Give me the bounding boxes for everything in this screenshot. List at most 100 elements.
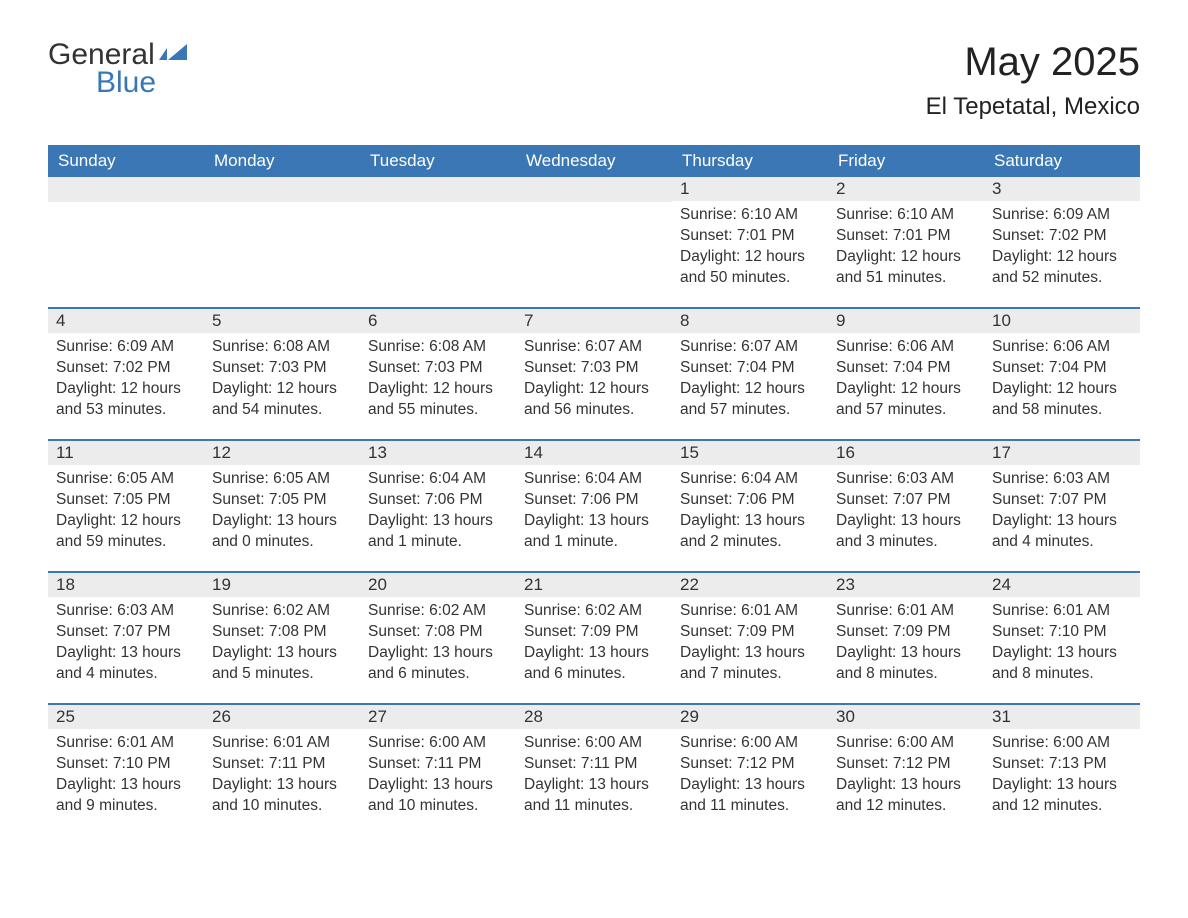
daylight-line: Daylight: 13 hours and 0 minutes. [212, 511, 352, 553]
day-content: Sunrise: 6:04 AMSunset: 7:06 PMDaylight:… [672, 465, 828, 561]
sunrise-line: Sunrise: 6:01 AM [56, 733, 196, 754]
day-content: Sunrise: 6:10 AMSunset: 7:01 PMDaylight:… [672, 201, 828, 297]
day-content: Sunrise: 6:03 AMSunset: 7:07 PMDaylight:… [828, 465, 984, 561]
daylight-line: Daylight: 12 hours and 59 minutes. [56, 511, 196, 553]
day-cell: 10Sunrise: 6:06 AMSunset: 7:04 PMDayligh… [984, 309, 1140, 429]
sunset-line: Sunset: 7:08 PM [368, 622, 508, 643]
day-number: 18 [48, 573, 204, 597]
day-content: Sunrise: 6:03 AMSunset: 7:07 PMDaylight:… [984, 465, 1140, 561]
day-number: 3 [984, 177, 1140, 201]
day-cell: 11Sunrise: 6:05 AMSunset: 7:05 PMDayligh… [48, 441, 204, 561]
day-content: Sunrise: 6:00 AMSunset: 7:12 PMDaylight:… [672, 729, 828, 825]
sunset-line: Sunset: 7:04 PM [836, 358, 976, 379]
day-number: 28 [516, 705, 672, 729]
day-content: Sunrise: 6:05 AMSunset: 7:05 PMDaylight:… [48, 465, 204, 561]
daylight-line: Daylight: 12 hours and 54 minutes. [212, 379, 352, 421]
sunrise-line: Sunrise: 6:04 AM [524, 469, 664, 490]
sunset-line: Sunset: 7:05 PM [56, 490, 196, 511]
sunset-line: Sunset: 7:04 PM [992, 358, 1132, 379]
sunrise-line: Sunrise: 6:08 AM [212, 337, 352, 358]
empty-day-bar [360, 177, 516, 202]
sunset-line: Sunset: 7:12 PM [836, 754, 976, 775]
day-number: 10 [984, 309, 1140, 333]
sunrise-line: Sunrise: 6:02 AM [212, 601, 352, 622]
day-content: Sunrise: 6:04 AMSunset: 7:06 PMDaylight:… [360, 465, 516, 561]
day-number: 29 [672, 705, 828, 729]
sunrise-line: Sunrise: 6:01 AM [992, 601, 1132, 622]
sunset-line: Sunset: 7:11 PM [212, 754, 352, 775]
empty-day-bar [48, 177, 204, 202]
daylight-line: Daylight: 13 hours and 10 minutes. [368, 775, 508, 817]
daylight-line: Daylight: 13 hours and 12 minutes. [992, 775, 1132, 817]
sunrise-line: Sunrise: 6:06 AM [992, 337, 1132, 358]
day-number: 8 [672, 309, 828, 333]
sunset-line: Sunset: 7:03 PM [368, 358, 508, 379]
daylight-line: Daylight: 13 hours and 10 minutes. [212, 775, 352, 817]
sunrise-line: Sunrise: 6:10 AM [680, 205, 820, 226]
sunrise-line: Sunrise: 6:07 AM [524, 337, 664, 358]
day-cell: 30Sunrise: 6:00 AMSunset: 7:12 PMDayligh… [828, 705, 984, 825]
week-row: 25Sunrise: 6:01 AMSunset: 7:10 PMDayligh… [48, 703, 1140, 825]
sunset-line: Sunset: 7:11 PM [368, 754, 508, 775]
day-number: 17 [984, 441, 1140, 465]
sunset-line: Sunset: 7:07 PM [56, 622, 196, 643]
sunset-line: Sunset: 7:10 PM [56, 754, 196, 775]
daylight-line: Daylight: 13 hours and 8 minutes. [836, 643, 976, 685]
day-content: Sunrise: 6:06 AMSunset: 7:04 PMDaylight:… [984, 333, 1140, 429]
day-number: 20 [360, 573, 516, 597]
logo-word2: Blue [96, 66, 187, 100]
day-cell [360, 177, 516, 297]
daylight-line: Daylight: 12 hours and 57 minutes. [680, 379, 820, 421]
day-cell: 22Sunrise: 6:01 AMSunset: 7:09 PMDayligh… [672, 573, 828, 693]
day-content: Sunrise: 6:01 AMSunset: 7:09 PMDaylight:… [672, 597, 828, 693]
day-number: 2 [828, 177, 984, 201]
day-content: Sunrise: 6:09 AMSunset: 7:02 PMDaylight:… [48, 333, 204, 429]
day-cell: 9Sunrise: 6:06 AMSunset: 7:04 PMDaylight… [828, 309, 984, 429]
day-cell: 26Sunrise: 6:01 AMSunset: 7:11 PMDayligh… [204, 705, 360, 825]
daylight-line: Daylight: 12 hours and 52 minutes. [992, 247, 1132, 289]
logo-text-block: General Blue [48, 40, 187, 100]
weekday-sunday: Sunday [48, 145, 204, 177]
sunrise-line: Sunrise: 6:03 AM [56, 601, 196, 622]
sunset-line: Sunset: 7:05 PM [212, 490, 352, 511]
sunrise-line: Sunrise: 6:02 AM [524, 601, 664, 622]
sunrise-line: Sunrise: 6:05 AM [56, 469, 196, 490]
sunset-line: Sunset: 7:09 PM [524, 622, 664, 643]
sunset-line: Sunset: 7:02 PM [992, 226, 1132, 247]
day-cell: 23Sunrise: 6:01 AMSunset: 7:09 PMDayligh… [828, 573, 984, 693]
day-cell [516, 177, 672, 297]
daylight-line: Daylight: 13 hours and 8 minutes. [992, 643, 1132, 685]
logo-flag-icon [159, 51, 187, 68]
daylight-line: Daylight: 12 hours and 57 minutes. [836, 379, 976, 421]
day-content: Sunrise: 6:09 AMSunset: 7:02 PMDaylight:… [984, 201, 1140, 297]
day-number: 22 [672, 573, 828, 597]
daylight-line: Daylight: 13 hours and 7 minutes. [680, 643, 820, 685]
page-header: General Blue May 2025 El Tepetatal, Mexi… [48, 40, 1140, 121]
sunrise-line: Sunrise: 6:09 AM [56, 337, 196, 358]
daylight-line: Daylight: 12 hours and 51 minutes. [836, 247, 976, 289]
day-number: 15 [672, 441, 828, 465]
week-row: 11Sunrise: 6:05 AMSunset: 7:05 PMDayligh… [48, 439, 1140, 561]
title-block: May 2025 El Tepetatal, Mexico [926, 40, 1140, 121]
weekday-monday: Monday [204, 145, 360, 177]
day-cell [48, 177, 204, 297]
day-cell: 21Sunrise: 6:02 AMSunset: 7:09 PMDayligh… [516, 573, 672, 693]
day-content: Sunrise: 6:08 AMSunset: 7:03 PMDaylight:… [204, 333, 360, 429]
day-content: Sunrise: 6:01 AMSunset: 7:10 PMDaylight:… [48, 729, 204, 825]
day-cell: 24Sunrise: 6:01 AMSunset: 7:10 PMDayligh… [984, 573, 1140, 693]
weekday-tuesday: Tuesday [360, 145, 516, 177]
daylight-line: Daylight: 13 hours and 11 minutes. [680, 775, 820, 817]
sunrise-line: Sunrise: 6:01 AM [212, 733, 352, 754]
daylight-line: Daylight: 13 hours and 5 minutes. [212, 643, 352, 685]
daylight-line: Daylight: 12 hours and 50 minutes. [680, 247, 820, 289]
sunset-line: Sunset: 7:03 PM [524, 358, 664, 379]
sunset-line: Sunset: 7:06 PM [524, 490, 664, 511]
weeks-container: 1Sunrise: 6:10 AMSunset: 7:01 PMDaylight… [48, 177, 1140, 825]
sunrise-line: Sunrise: 6:00 AM [992, 733, 1132, 754]
day-cell: 2Sunrise: 6:10 AMSunset: 7:01 PMDaylight… [828, 177, 984, 297]
sunrise-line: Sunrise: 6:09 AM [992, 205, 1132, 226]
sunset-line: Sunset: 7:03 PM [212, 358, 352, 379]
day-number: 24 [984, 573, 1140, 597]
day-number: 4 [48, 309, 204, 333]
sunrise-line: Sunrise: 6:07 AM [680, 337, 820, 358]
